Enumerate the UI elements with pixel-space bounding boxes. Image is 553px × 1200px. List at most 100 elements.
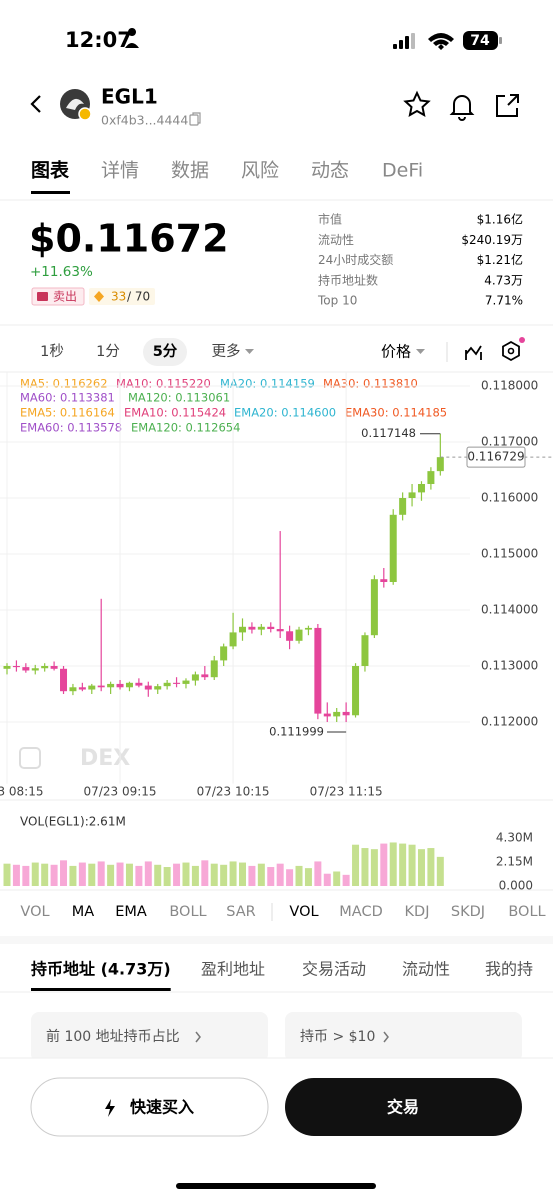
indicator-tab[interactable]: SKDJ [451, 904, 485, 920]
quick-buy-button[interactable] [30, 1077, 269, 1137]
candle-body [220, 646, 228, 661]
favorite-button[interactable] [403, 90, 431, 117]
x-tick-label: 07/23 11:15 [310, 785, 383, 799]
volume-bar [361, 848, 369, 886]
candle-body [267, 626, 275, 630]
tab[interactable]: 动态 [311, 160, 349, 182]
tab[interactable]: 图表 [31, 159, 70, 182]
section-tab[interactable]: 流动性 [402, 960, 450, 979]
card[interactable] [31, 1012, 268, 1062]
volume-bar [12, 864, 20, 886]
candle-body [352, 666, 360, 716]
volume-bar [125, 863, 133, 886]
button-label: 交易 [387, 1098, 419, 1117]
interval[interactable]: 5分 [153, 343, 178, 360]
volume-bar [97, 861, 105, 886]
indicator-tab[interactable]: KDJ [405, 904, 430, 920]
volume-bar [50, 864, 58, 886]
share-button[interactable] [496, 94, 519, 117]
volume-tick-label: 4.30M [496, 831, 533, 845]
indicator-tab[interactable]: MA [72, 904, 95, 920]
volume-bar [201, 860, 209, 886]
back-button[interactable] [30, 95, 41, 113]
stat-value: $240.19万 [461, 233, 523, 247]
candle-body [12, 666, 20, 668]
volume-bar [88, 863, 96, 886]
trade-button[interactable] [285, 1078, 522, 1136]
volume-bar [22, 865, 30, 886]
indicator-value: MA5: 0.116262 [20, 377, 108, 391]
volume-bar [191, 865, 199, 886]
candle-body [314, 627, 322, 714]
notice-dot [519, 337, 525, 343]
last-price-box [466, 446, 526, 468]
volume-bar [286, 869, 294, 886]
price: $0.11672 [29, 217, 229, 261]
status-time: 12:07 [65, 28, 132, 52]
interval[interactable]: 1秒 [40, 343, 64, 360]
section-tab[interactable]: 交易活动 [302, 960, 366, 979]
y-tick-label: 0.114000 [481, 603, 538, 617]
chain-badge [78, 107, 92, 121]
tab[interactable]: DeFi [382, 160, 423, 182]
volume-bar [370, 849, 378, 886]
volume-bar [31, 862, 39, 886]
price-mode[interactable]: 价格 [381, 343, 411, 361]
candle-body [163, 682, 171, 687]
candle-body [417, 484, 425, 493]
lightning-icon [105, 1099, 115, 1117]
tab[interactable]: 风险 [241, 160, 279, 182]
card[interactable] [285, 1012, 522, 1062]
indicator-value: EMA5: 0.116164 [20, 406, 115, 420]
interval[interactable]: 更多 [212, 343, 241, 360]
alert-button[interactable] [449, 95, 475, 121]
y-tick-label: 0.115000 [481, 547, 538, 561]
volume-bar [295, 865, 303, 886]
indicator-tab[interactable]: BOLL [169, 904, 206, 920]
candle-body [304, 627, 312, 630]
candle-body [41, 666, 49, 669]
candle-body [399, 498, 407, 515]
token-name: EGL1 [101, 85, 158, 109]
stat-label: 持币地址数 [318, 272, 378, 287]
last-price-label: 0.116729 [467, 450, 524, 464]
indicator-tab[interactable]: VOL [289, 904, 318, 920]
chevron [383, 1031, 389, 1043]
tab[interactable]: 数据 [171, 160, 209, 182]
volume-bar [417, 849, 425, 886]
indicator-tab[interactable]: MACD [339, 904, 382, 920]
candle-body [154, 686, 162, 690]
indicator-value: EMA30: 0.114185 [345, 406, 447, 420]
indicator-tab[interactable]: SAR [226, 904, 255, 920]
volume-bar [173, 863, 181, 886]
volume-bar [436, 856, 444, 886]
y-tick-label: 0.117000 [481, 435, 538, 449]
volume-bar [154, 864, 162, 886]
tab-underline [31, 988, 171, 991]
candle-body [436, 457, 444, 472]
indicator-tab[interactable]: BOLL [508, 904, 545, 920]
volume-bar [78, 862, 86, 886]
section-tab[interactable]: 盈利地址 [201, 960, 265, 979]
candle-body [3, 666, 11, 669]
candle-body [286, 631, 294, 641]
score-badge [89, 288, 155, 305]
interval[interactable]: 1分 [96, 343, 120, 360]
indicator-button[interactable] [465, 345, 482, 360]
copy-icon[interactable] [189, 112, 201, 126]
indicator-value: MA30: 0.113810 [323, 377, 418, 391]
indicator-tab[interactable]: EMA [115, 904, 147, 920]
indicator-value: MA20: 0.114159 [220, 377, 315, 391]
section-tab[interactable]: 我的持 [485, 960, 533, 979]
battery-level: 74 [470, 33, 490, 49]
section-tab[interactable]: 持币地址 (4.73万) [31, 960, 171, 979]
tab[interactable]: 详情 [101, 160, 139, 182]
candle-body [60, 668, 68, 692]
stat-value: $1.21亿 [477, 252, 523, 267]
indicator-tab[interactable]: VOL [20, 904, 49, 920]
volume-bar [135, 865, 143, 886]
score: 33 [111, 290, 126, 304]
settings-button[interactable] [502, 340, 520, 362]
